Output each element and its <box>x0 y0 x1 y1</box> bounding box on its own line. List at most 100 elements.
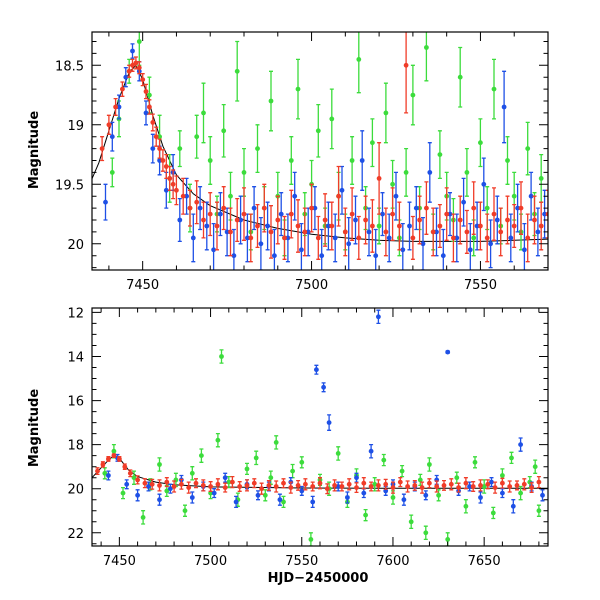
data-point <box>184 193 190 199</box>
data-point <box>234 68 240 74</box>
data-point <box>380 211 385 217</box>
data-point <box>122 464 128 470</box>
data-point <box>251 480 257 486</box>
data-point <box>233 499 239 505</box>
data-point <box>321 384 326 390</box>
data-point <box>224 229 230 235</box>
data-point <box>538 176 544 181</box>
data-point <box>454 235 460 241</box>
data-point <box>491 86 497 92</box>
data-point <box>356 235 362 241</box>
data-point <box>135 477 141 483</box>
data-point <box>207 158 213 163</box>
data-point <box>261 205 267 211</box>
data-point <box>190 235 196 241</box>
data-point <box>511 193 517 199</box>
data-point <box>251 205 257 211</box>
data-point <box>130 62 135 68</box>
data-point <box>353 217 358 223</box>
data-point <box>194 134 200 140</box>
data-point <box>315 128 321 134</box>
data-point <box>259 486 264 492</box>
bottom-x-tick-label: 7450 <box>103 554 136 569</box>
data-point <box>255 146 260 152</box>
data-point <box>140 77 146 82</box>
data-point <box>231 253 237 259</box>
data-point <box>390 485 396 490</box>
bottom-panel: Magnitude HJD−2450000 7450 7500 7550 7600 76… <box>27 306 549 586</box>
data-point <box>299 488 305 494</box>
bottom-y-tick-label: 20 <box>67 483 84 498</box>
bottom-x-tick-label: 7550 <box>285 554 318 569</box>
data-point <box>498 229 504 235</box>
data-point <box>419 485 425 490</box>
data-point <box>326 420 332 425</box>
data-point <box>366 229 372 235</box>
data-point <box>211 247 217 253</box>
data-point <box>370 140 375 146</box>
data-point <box>542 211 547 217</box>
data-point <box>423 492 429 498</box>
top-model-curve <box>92 64 548 242</box>
data-point <box>478 495 483 500</box>
data-point <box>221 205 227 211</box>
data-point <box>346 241 352 247</box>
data-point <box>215 481 221 487</box>
data-point <box>157 158 163 163</box>
data-point <box>211 490 217 496</box>
data-point <box>481 181 487 187</box>
data-point <box>126 68 132 74</box>
data-point <box>221 128 227 134</box>
data-point <box>464 229 470 235</box>
data-point <box>501 104 507 110</box>
data-point <box>423 530 429 536</box>
data-point <box>467 484 472 489</box>
data-point <box>339 484 345 489</box>
data-point <box>109 134 115 140</box>
data-point <box>255 223 260 229</box>
data-point <box>427 480 432 486</box>
data-point <box>407 223 412 229</box>
data-point <box>312 205 318 211</box>
data-point <box>454 475 460 481</box>
data-point <box>124 481 130 487</box>
data-point <box>427 170 433 175</box>
data-point <box>147 104 152 110</box>
data-point <box>457 74 463 80</box>
data-point <box>434 229 439 235</box>
data-point <box>478 140 483 146</box>
data-point <box>103 199 108 205</box>
data-point <box>186 485 192 490</box>
data-point <box>281 499 286 505</box>
data-point <box>295 86 301 92</box>
data-point <box>471 205 477 211</box>
data-point <box>514 483 520 488</box>
data-point <box>302 229 308 235</box>
data-point <box>525 146 531 152</box>
data-point <box>303 481 308 487</box>
data-point <box>244 483 250 488</box>
data-point <box>381 457 387 463</box>
data-point <box>262 492 268 498</box>
data-point <box>194 199 200 205</box>
data-point <box>290 468 295 474</box>
data-point <box>336 193 341 199</box>
data-point <box>268 475 274 481</box>
data-point <box>528 193 534 199</box>
data-point <box>237 484 243 489</box>
data-point <box>171 484 177 489</box>
data-point <box>136 39 142 44</box>
data-point <box>136 65 142 71</box>
data-point <box>470 484 476 489</box>
data-point <box>285 235 291 241</box>
data-point <box>314 367 319 373</box>
data-point <box>281 480 286 486</box>
data-point <box>143 110 149 116</box>
bottom-series-0 <box>102 349 542 546</box>
top-plot-area <box>92 32 548 270</box>
data-point <box>386 235 392 241</box>
data-point <box>401 497 407 503</box>
data-point <box>532 464 538 470</box>
bottom-x-axis-label: HJD−2450000 <box>268 571 369 586</box>
